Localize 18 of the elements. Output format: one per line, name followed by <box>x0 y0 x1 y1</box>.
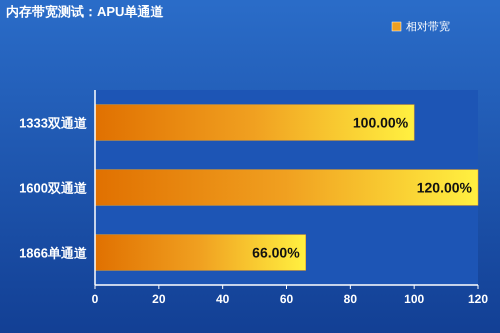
text: 120.00% <box>416 180 472 196</box>
y-tick-label: 1600双通道 <box>19 180 88 196</box>
bar <box>94 234 306 271</box>
x-tick-label: 20 <box>152 292 166 306</box>
x-tick-label: 100 <box>404 292 424 306</box>
bar <box>94 169 478 206</box>
bar <box>94 104 414 141</box>
text: 100.00% <box>352 114 408 130</box>
text: 66.00% <box>252 244 300 260</box>
x-tick-label: 60 <box>280 292 294 306</box>
y-tick-label: 1333双通道 <box>19 116 88 130</box>
legend-label: 相对带宽 <box>406 20 450 33</box>
chart-title: 内存带宽测试：APU单通道 <box>6 4 164 19</box>
x-tick-label: 120 <box>468 292 488 306</box>
x-tick-label: 0 <box>92 292 99 306</box>
x-tick-label: 80 <box>344 292 358 306</box>
y-tick-label: 1866单通道 <box>19 246 88 260</box>
x-tick-label: 40 <box>216 292 230 306</box>
